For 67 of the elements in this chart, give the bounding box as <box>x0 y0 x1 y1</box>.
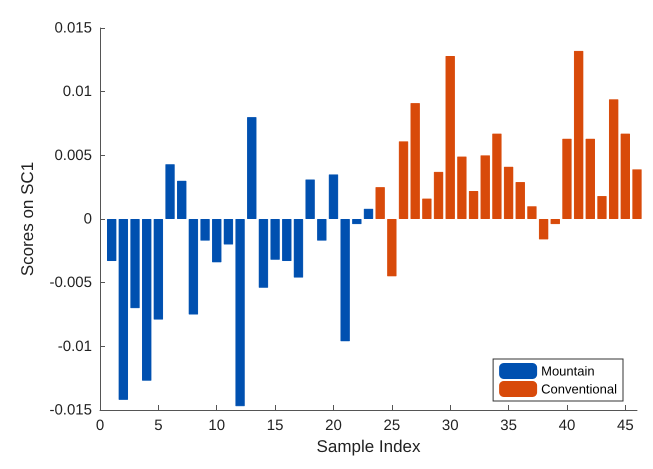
y-tick-label: 0.015 <box>54 20 92 36</box>
bar <box>387 219 397 276</box>
bar <box>538 219 548 240</box>
bar <box>574 50 584 219</box>
x-tick-label: 45 <box>616 417 634 434</box>
y-tick-label: -0.01 <box>58 338 92 355</box>
bar <box>398 141 408 219</box>
y-axis-title: Scores on SC1 <box>18 162 37 276</box>
bar <box>247 117 256 219</box>
bar <box>364 208 374 219</box>
bar <box>235 219 245 406</box>
y-tick-label: 0.01 <box>62 83 92 100</box>
bar <box>282 219 292 262</box>
bar <box>317 219 326 241</box>
x-tick-label: 30 <box>442 417 459 434</box>
bar <box>597 196 607 219</box>
bar <box>632 169 642 219</box>
legend-label: Mountain <box>541 364 595 378</box>
bar <box>516 182 525 219</box>
bar <box>212 219 222 262</box>
bar <box>177 180 186 219</box>
x-tick-label: 25 <box>384 417 400 434</box>
x-tick-label: 40 <box>558 417 576 434</box>
bar <box>434 172 444 219</box>
bar <box>422 198 432 219</box>
legend-label: Conventional <box>541 382 618 396</box>
bar <box>527 206 537 219</box>
bar <box>504 166 514 219</box>
bar <box>480 155 490 219</box>
bar <box>586 138 595 219</box>
y-tick-label: -0.005 <box>49 274 92 292</box>
x-tick-label: 5 <box>154 417 163 434</box>
bar <box>224 219 234 244</box>
bar <box>468 190 478 219</box>
x-tick-label: 10 <box>208 417 226 434</box>
bar <box>608 99 618 219</box>
bar <box>294 219 304 278</box>
bar <box>165 164 175 219</box>
x-tick-label: 0 <box>96 417 104 434</box>
y-tick-label: 0.005 <box>54 146 92 164</box>
bar <box>270 219 280 260</box>
bar <box>562 138 572 219</box>
bar <box>258 219 268 288</box>
bar <box>620 134 630 219</box>
bar <box>492 134 502 219</box>
bar <box>305 180 315 219</box>
bar <box>118 219 128 400</box>
bar <box>352 219 362 224</box>
bar <box>446 56 455 219</box>
bar <box>200 219 210 241</box>
bar <box>376 187 385 219</box>
bar <box>142 219 152 381</box>
bar <box>550 219 560 224</box>
x-tick-label: 15 <box>266 417 284 434</box>
bar <box>154 219 164 320</box>
x-axis-title: Sample Index <box>316 436 421 456</box>
x-tick-label: 20 <box>325 417 342 434</box>
x-tick-label: 35 <box>500 417 517 434</box>
bar <box>340 219 350 342</box>
bar <box>328 174 338 219</box>
bar <box>188 219 198 314</box>
bar <box>410 103 420 219</box>
y-tick-label: -0.015 <box>49 402 92 418</box>
bar <box>457 156 467 219</box>
bar <box>130 219 140 308</box>
bar <box>107 219 116 262</box>
y-tick-label: 0 <box>84 210 92 228</box>
